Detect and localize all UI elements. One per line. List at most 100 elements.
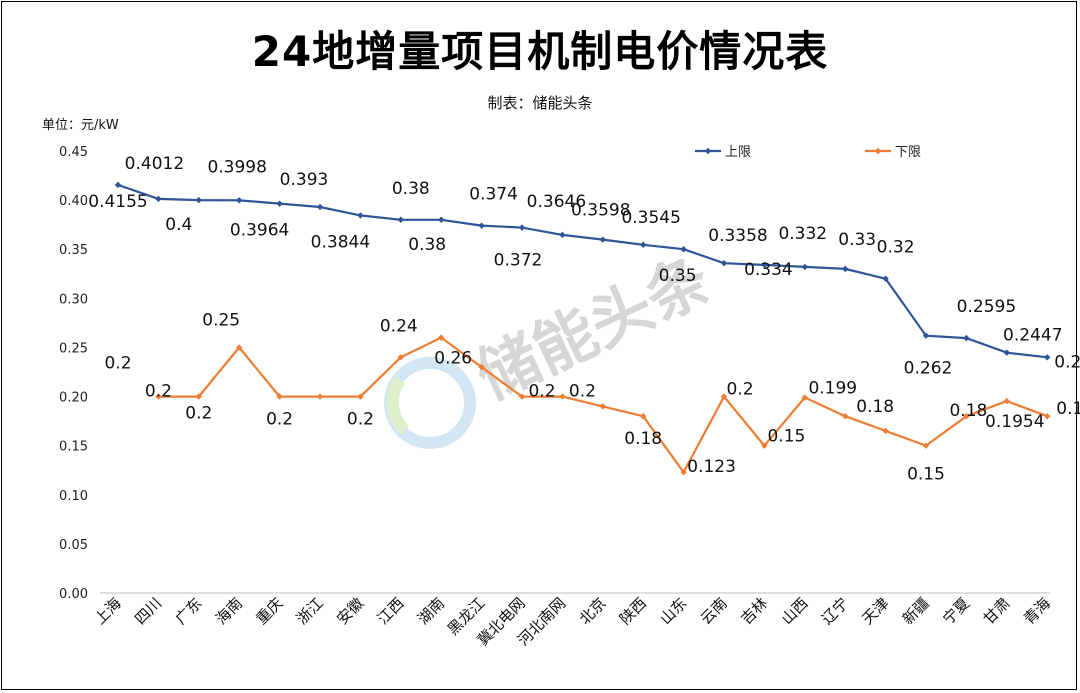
- y-tick-label: 0.05: [59, 538, 88, 553]
- data-point: [640, 413, 647, 420]
- data-label: 0.199: [808, 379, 857, 399]
- data-point: [357, 393, 364, 400]
- data-label: 0.3598: [571, 201, 630, 221]
- legend-label: 上限: [725, 145, 751, 160]
- data-point: [761, 442, 768, 449]
- data-point: [357, 212, 364, 219]
- data-point: [842, 265, 849, 273]
- data-label: 0.2: [266, 410, 293, 430]
- data-label: 0.25: [202, 310, 240, 330]
- data-point: [397, 216, 404, 223]
- data-point: [842, 413, 849, 420]
- x-category-label: 重庆: [252, 594, 286, 628]
- legend-label: 下限: [895, 145, 921, 160]
- series-line-upper: [117, 183, 1048, 359]
- data-point: [236, 197, 243, 204]
- data-label: 0.3545: [621, 208, 680, 228]
- legend-marker: [704, 147, 712, 155]
- data-point: [720, 393, 728, 400]
- y-tick-label: 0.45: [59, 145, 88, 160]
- data-label: 0.372: [494, 251, 543, 271]
- data-label: 0.38: [392, 179, 430, 199]
- data-label: 0.4155: [88, 192, 147, 212]
- watermark-logo-icon: [384, 357, 476, 449]
- data-point: [680, 468, 687, 476]
- x-category-label: 四川: [131, 594, 165, 628]
- x-category-label: 上海: [91, 594, 125, 628]
- data-label: 0.262: [904, 359, 953, 379]
- data-point: [518, 393, 526, 400]
- data-label: 0.334: [744, 260, 793, 280]
- data-label: 0.3358: [708, 226, 767, 246]
- x-category-label: 浙江: [293, 594, 327, 628]
- data-label: 0.18: [624, 429, 662, 449]
- x-category-label: 江西: [374, 594, 408, 628]
- data-point: [640, 241, 647, 249]
- data-point: [801, 394, 808, 401]
- y-tick-label: 0.40: [59, 194, 88, 209]
- data-point: [438, 216, 445, 223]
- data-point: [801, 263, 808, 271]
- x-category-label: 青海: [1020, 594, 1054, 628]
- data-point: [478, 222, 485, 229]
- data-point: [599, 403, 606, 410]
- data-label: 0.3646: [527, 192, 586, 212]
- data-point: [518, 224, 526, 231]
- data-point: [155, 393, 162, 400]
- chart-subtitle: 制表：储能头条: [487, 94, 593, 112]
- data-point: [195, 393, 202, 400]
- y-tick-label: 0.10: [59, 489, 88, 504]
- data-point: [882, 275, 889, 282]
- data-point: [761, 261, 768, 269]
- data-label: 0.393: [280, 170, 329, 190]
- unit-label: 单位：元/kW: [42, 118, 119, 133]
- y-tick-label: 0.15: [59, 440, 88, 455]
- data-point: [155, 195, 162, 203]
- data-label: 0.3964: [230, 221, 289, 241]
- x-category-label: 云南: [697, 594, 731, 628]
- x-category-label: 宁夏: [939, 594, 973, 628]
- data-point: [680, 246, 687, 253]
- x-category-label: 山东: [656, 594, 690, 628]
- data-point: [882, 427, 889, 435]
- data-label: 0.15: [907, 465, 945, 485]
- data-label: 0.2: [104, 354, 131, 374]
- x-category-label: 海南: [212, 594, 246, 628]
- data-label: 0.2595: [957, 297, 1016, 317]
- x-category-label: 新疆: [899, 594, 933, 628]
- data-label: 0.38: [408, 235, 446, 255]
- data-label: 0.26: [434, 349, 472, 369]
- data-point: [1003, 397, 1010, 405]
- chart-title: 24地增量项目机制电价情况表: [251, 27, 829, 76]
- data-label: 0.2: [726, 380, 753, 400]
- data-point: [922, 442, 930, 449]
- data-label: 0.35: [659, 266, 697, 286]
- x-category-label: 安徽: [333, 594, 367, 628]
- data-label: 0.33: [838, 230, 876, 250]
- data-label: 0.2: [528, 382, 555, 402]
- x-category-label: 甘肃: [980, 594, 1014, 628]
- data-point: [236, 344, 243, 351]
- watermark-logo-accent-icon: [386, 376, 410, 435]
- x-category-label: 辽宁: [818, 594, 852, 628]
- data-point: [559, 393, 566, 400]
- y-tick-label: 0.20: [59, 391, 88, 406]
- data-label: 0.374: [469, 185, 518, 205]
- data-label: 0.2447: [1003, 326, 1062, 346]
- legend-marker: [874, 147, 882, 155]
- x-category-label: 山西: [778, 594, 812, 628]
- data-label: 0.24: [1054, 352, 1080, 372]
- data-point: [963, 334, 970, 342]
- data-point: [438, 334, 445, 341]
- x-category-label: 天津: [858, 594, 892, 628]
- data-label: 0.123: [687, 457, 736, 477]
- x-category-label: 吉林: [737, 594, 771, 628]
- data-label: 0.18: [856, 397, 894, 417]
- data-point: [316, 203, 324, 211]
- data-point: [114, 181, 122, 189]
- data-point: [316, 393, 324, 400]
- data-label: 0.18: [949, 401, 987, 421]
- data-label: 0.18: [1056, 399, 1080, 419]
